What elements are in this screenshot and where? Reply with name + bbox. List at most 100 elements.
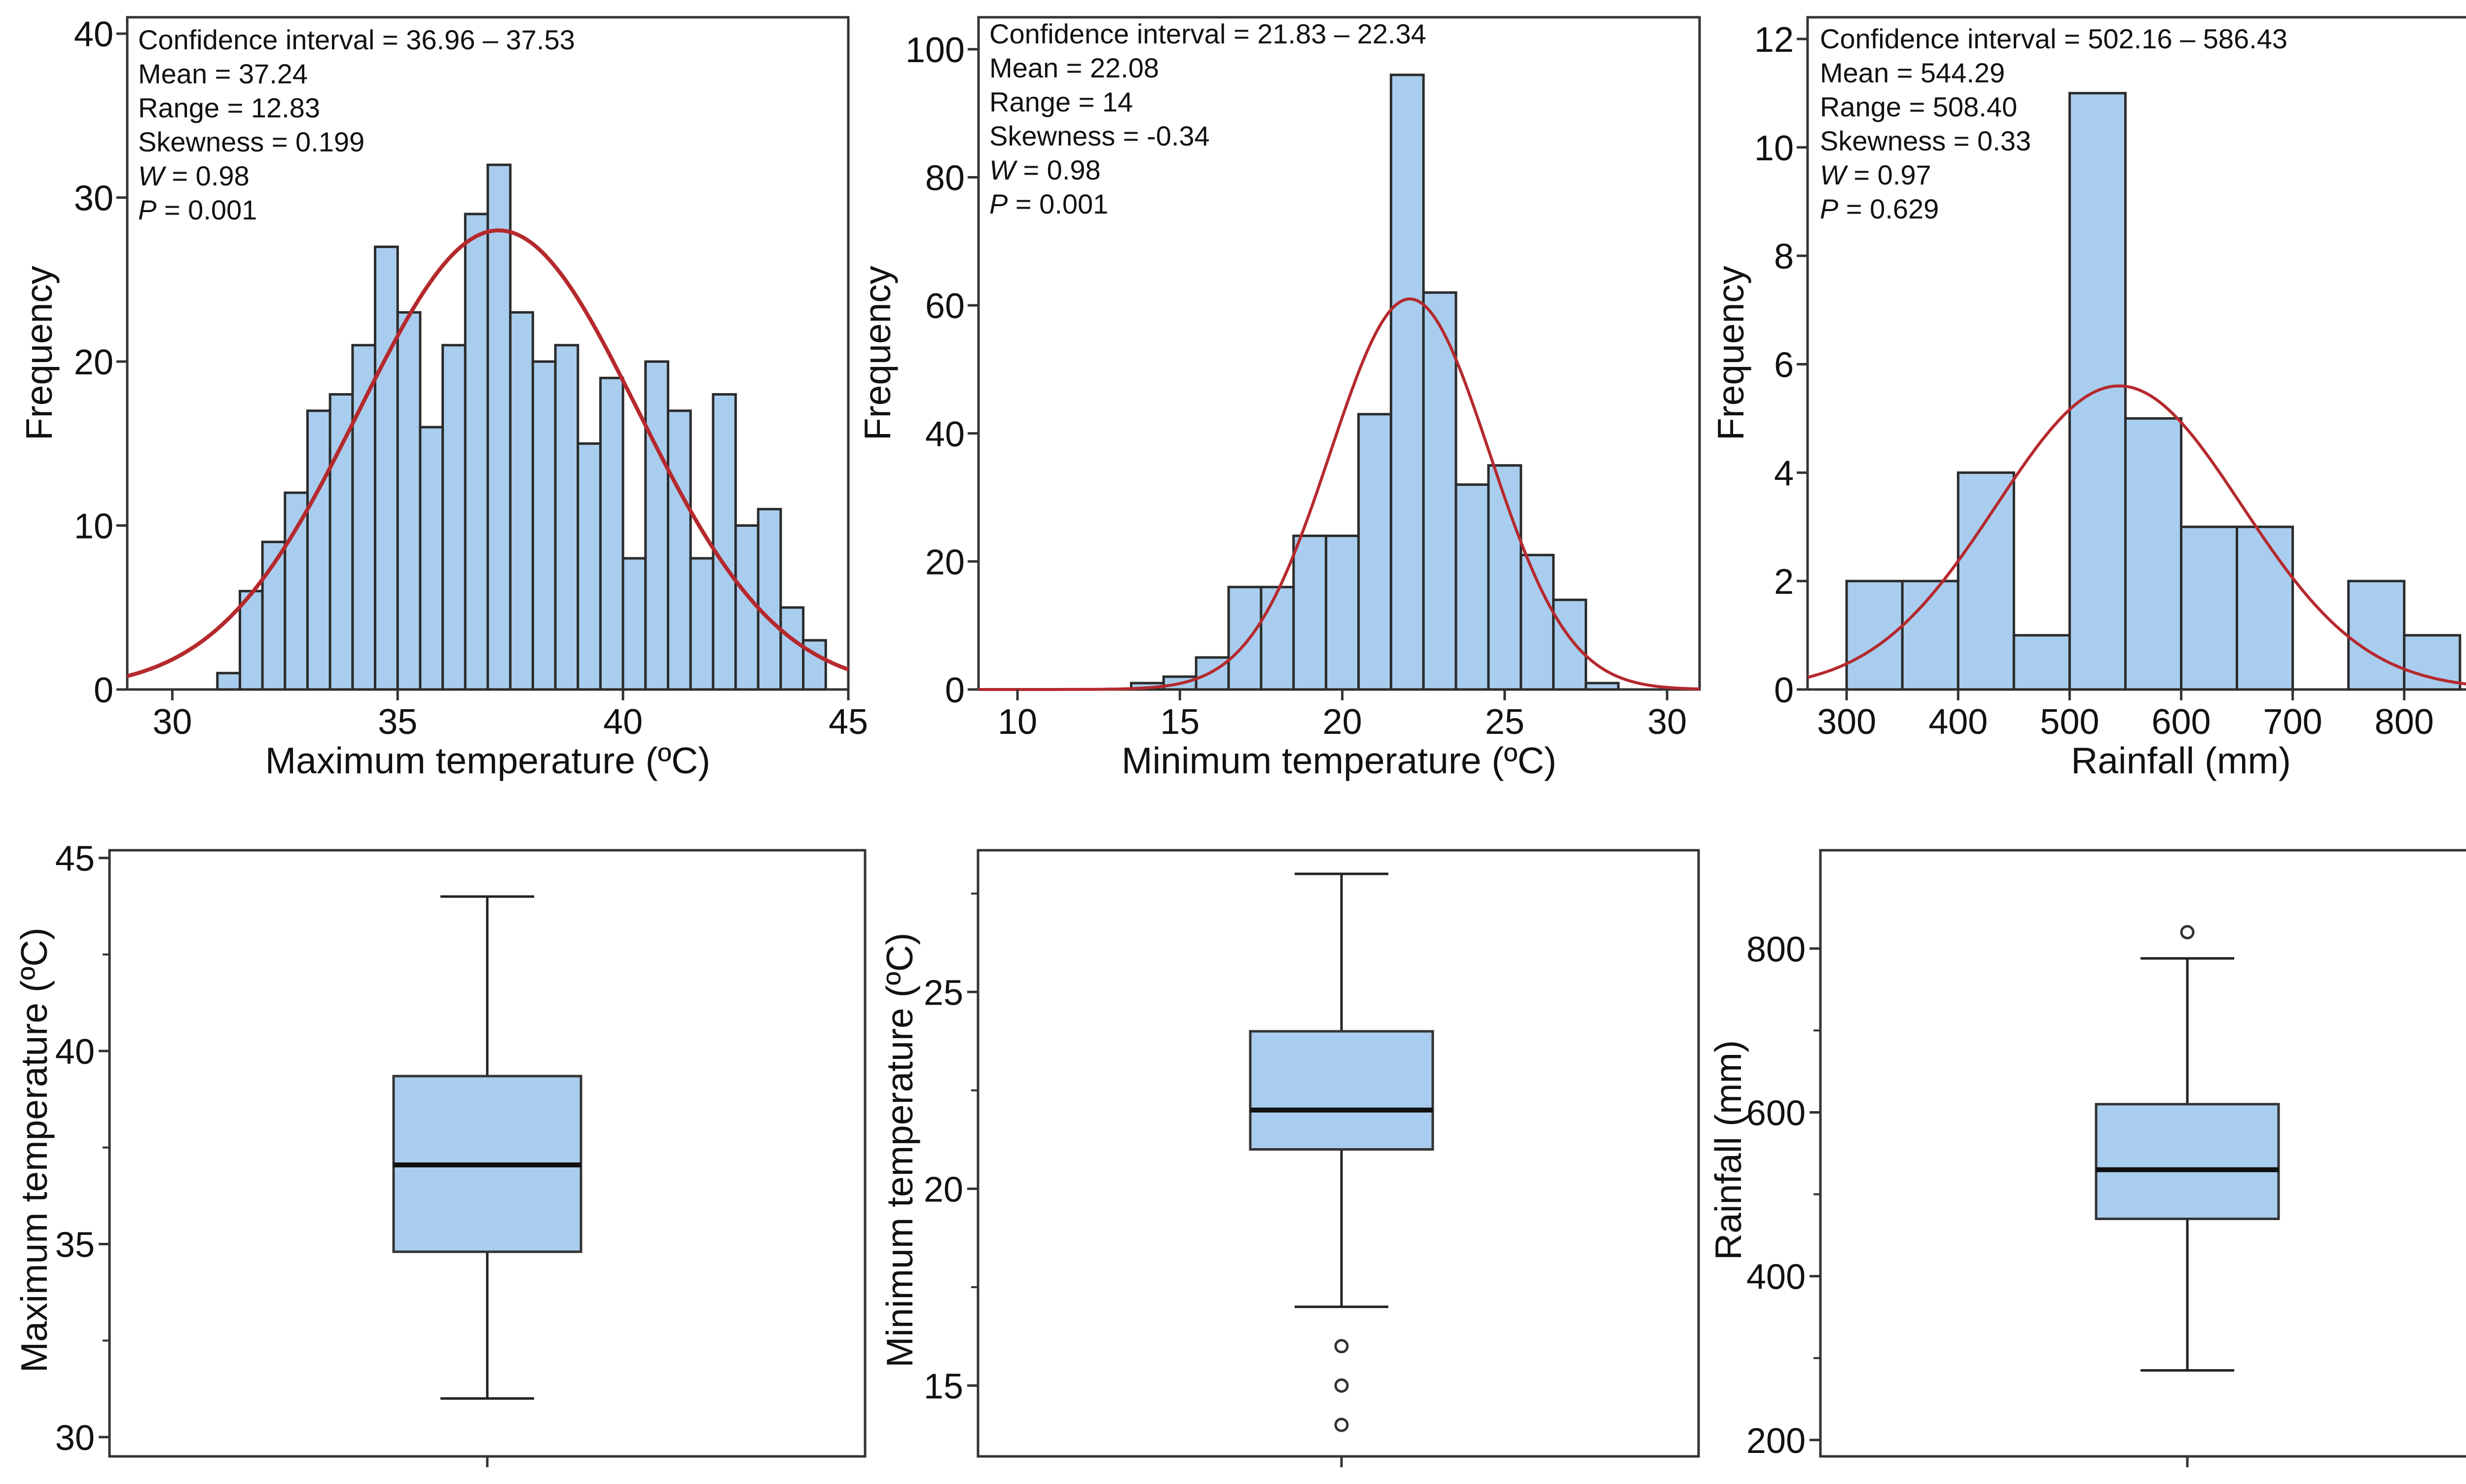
stats-line: P = 0.001 (989, 188, 1108, 219)
histogram-bar (486, 163, 512, 691)
histogram-bar (1422, 291, 1457, 691)
y-tick-label: 30 (74, 179, 113, 218)
histogram-bar (2180, 525, 2239, 691)
histogram-bars (1130, 73, 1620, 691)
y-tick-label: 40 (925, 415, 965, 454)
histogram-bar (1957, 471, 2015, 691)
histogram-bar (1389, 73, 1425, 691)
stats-line: Range = 12.83 (138, 92, 320, 123)
histogram-bar (306, 409, 331, 691)
histogram-bar (1585, 682, 1620, 691)
histogram-bar (464, 213, 489, 691)
x-tick-label: 700 (2263, 702, 2322, 742)
histogram-bar (441, 344, 467, 691)
x-tick-label: 10 (998, 702, 1037, 742)
x-tick-label: 600 (2151, 702, 2211, 742)
y-tick-label: 35 (55, 1225, 95, 1265)
y-tick-label: 30 (55, 1418, 95, 1458)
stats-line: Mean = 544.29 (1820, 57, 2005, 88)
histogram-panel-max-temp: 0 10 20 30 40 30 35 40 45 Confidence interval =… (18, 15, 868, 781)
y-axis-label: Rainfall (mm) (1707, 1040, 1749, 1260)
y-tick-label: 0 (1774, 671, 1794, 710)
histogram-bar (644, 360, 669, 691)
x-axis-label: Maximum temperature (ºC) (265, 740, 711, 781)
histogram-bar (1454, 483, 1490, 691)
stats-line: Confidence interval = 21.83 – 22.34 (989, 18, 1426, 49)
boxplot (2095, 925, 2280, 1372)
boxplot (1249, 872, 1434, 1432)
x-tick-label: 500 (2040, 702, 2099, 742)
y-axis-ticks: 0 20 40 60 80 100 (906, 31, 979, 710)
x-tick-label: 20 (1323, 702, 1362, 742)
histogram-bar (757, 507, 782, 691)
stats-line: W = 0.98 (989, 154, 1101, 185)
histogram-bar (1552, 598, 1588, 691)
y-axis-label: Frequency (1710, 265, 1751, 440)
normal-curve (1807, 384, 2466, 686)
histogram-bar (577, 442, 602, 691)
y-tick-label: 6 (1774, 345, 1794, 385)
boxplot-panel-min-temp: 15 20 25 Minimum temperature (ºC) (879, 849, 1700, 1467)
stats-line: Skewness = -0.34 (989, 120, 1210, 151)
boxplot (392, 895, 582, 1400)
y-axis-label: Frequency (857, 265, 898, 440)
histogram-bars (1845, 92, 2462, 691)
stats-line: Mean = 22.08 (989, 52, 1159, 83)
y-tick-label: 15 (924, 1367, 963, 1406)
histogram-bar (419, 426, 444, 691)
iqr-box (1249, 1030, 1434, 1151)
y-tick-label: 2 (1774, 562, 1794, 602)
stats-line: Range = 14 (989, 86, 1133, 117)
histogram-bar (554, 344, 580, 691)
histogram-bar (1357, 413, 1392, 691)
histogram-bar (1845, 579, 1904, 691)
x-tick-label: 300 (1817, 702, 1876, 742)
y-tick-label: 25 (924, 973, 963, 1013)
histogram-bar (216, 672, 241, 691)
y-tick-label: 40 (74, 15, 113, 54)
y-tick-label: 60 (925, 287, 965, 326)
iqr-box (2095, 1103, 2280, 1220)
y-tick-label: 800 (1746, 930, 1806, 969)
y-axis-label: Minimum temperature (ºC) (879, 933, 920, 1368)
x-tick-label: 800 (2375, 702, 2434, 742)
stats-line: Mean = 37.24 (138, 58, 308, 89)
histogram-bar (2236, 525, 2294, 691)
y-axis-ticks: 200 400 600 800 (1746, 930, 1820, 1461)
y-axis-ticks: 0 10 20 30 40 (74, 15, 127, 710)
stats-line: Range = 508.40 (1820, 91, 2017, 122)
x-axis-label: Rainfall (mm) (2071, 740, 2291, 781)
stats-line: W = 0.97 (1820, 159, 1931, 190)
x-tick-label: 45 (829, 702, 868, 742)
y-tick-label: 40 (55, 1032, 95, 1072)
histogram-bar (689, 557, 715, 691)
y-tick-label: 45 (55, 839, 95, 879)
y-axis-ticks: 0 2 4 6 8 10 12 (1754, 20, 1808, 710)
histogram-bar (284, 491, 309, 691)
outlier-point (1334, 1378, 1349, 1393)
histogram-bar (621, 557, 647, 691)
y-tick-label: 10 (1754, 129, 1794, 168)
x-axis-label: Minimum temperature (ºC) (1122, 740, 1557, 781)
stats-annotation: Confidence interval = 36.96 – 37.53Mean … (138, 24, 575, 225)
y-tick-label: 0 (94, 671, 113, 710)
stats-line: P = 0.629 (1820, 193, 1939, 224)
y-tick-label: 12 (1754, 20, 1794, 60)
y-tick-label: 100 (906, 31, 965, 70)
histogram-bar (734, 524, 760, 691)
stats-annotation: Confidence interval = 502.16 – 586.43Mea… (1820, 23, 2287, 224)
y-tick-label: 8 (1774, 237, 1794, 277)
normal-curve (979, 297, 1700, 691)
x-axis-ticks: 10 15 20 25 30 (998, 689, 1687, 742)
histogram-bar (779, 606, 805, 691)
histogram-bars (216, 163, 827, 691)
y-tick-label: 20 (924, 1170, 963, 1209)
histogram-bar (396, 311, 422, 691)
histogram-bar (1292, 534, 1328, 691)
histogram-panel-min-temp: 0 20 40 60 80 100 10 15 20 25 30 Confidence inter… (857, 16, 1701, 781)
outlier-point (2180, 925, 2195, 940)
x-tick-label: 25 (1485, 702, 1524, 742)
boxplot-panel-rainfall: 200 400 600 800 Rainfall (mm) (1707, 849, 2466, 1467)
